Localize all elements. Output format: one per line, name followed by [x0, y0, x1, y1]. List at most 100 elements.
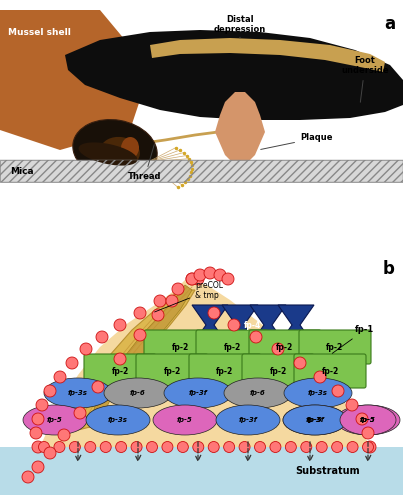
Text: fp-2: fp-2	[111, 366, 129, 376]
Circle shape	[250, 331, 262, 343]
Text: fp-3f: fp-3f	[305, 417, 324, 423]
Text: a: a	[384, 15, 395, 33]
FancyBboxPatch shape	[196, 330, 268, 364]
Polygon shape	[40, 280, 370, 447]
Polygon shape	[222, 305, 258, 345]
Circle shape	[177, 442, 188, 452]
FancyBboxPatch shape	[294, 354, 366, 388]
Circle shape	[92, 381, 104, 393]
Circle shape	[192, 273, 204, 285]
Text: Plaque: Plaque	[261, 134, 332, 150]
Text: fp-5: fp-5	[360, 417, 376, 423]
FancyBboxPatch shape	[144, 330, 216, 364]
Circle shape	[364, 441, 376, 453]
Circle shape	[66, 357, 78, 369]
Circle shape	[32, 461, 44, 473]
Circle shape	[193, 442, 204, 452]
Circle shape	[194, 269, 206, 281]
Ellipse shape	[283, 405, 347, 435]
FancyBboxPatch shape	[84, 354, 156, 388]
Polygon shape	[250, 305, 286, 345]
Text: Mica: Mica	[10, 166, 33, 175]
Text: fp-2: fp-2	[216, 366, 234, 376]
Circle shape	[294, 357, 306, 369]
Ellipse shape	[283, 405, 347, 435]
Ellipse shape	[284, 378, 352, 408]
Circle shape	[204, 267, 216, 279]
Ellipse shape	[153, 405, 217, 435]
Ellipse shape	[44, 378, 112, 408]
Text: fp-3s: fp-3s	[68, 390, 88, 396]
Text: preCOL
& tmp: preCOL & tmp	[155, 280, 223, 312]
Circle shape	[54, 371, 66, 383]
Circle shape	[114, 353, 126, 365]
Circle shape	[347, 442, 358, 452]
Circle shape	[332, 385, 344, 397]
Text: fp-5: fp-5	[360, 417, 376, 423]
Circle shape	[356, 413, 368, 425]
Ellipse shape	[100, 137, 140, 167]
Circle shape	[152, 309, 164, 321]
Circle shape	[116, 442, 127, 452]
Circle shape	[39, 442, 50, 452]
FancyBboxPatch shape	[242, 354, 314, 388]
Circle shape	[208, 307, 220, 319]
Text: fp-2: fp-2	[321, 366, 339, 376]
Circle shape	[85, 442, 96, 452]
Circle shape	[32, 441, 44, 453]
Bar	[0, 447, 403, 495]
Circle shape	[44, 385, 56, 397]
Circle shape	[316, 442, 327, 452]
Circle shape	[22, 471, 34, 483]
Polygon shape	[78, 290, 195, 430]
Circle shape	[100, 442, 111, 452]
Polygon shape	[92, 285, 192, 417]
Ellipse shape	[164, 378, 232, 408]
Circle shape	[228, 319, 240, 331]
Circle shape	[301, 442, 312, 452]
Ellipse shape	[340, 405, 396, 435]
Circle shape	[224, 442, 235, 452]
Text: fp-6: fp-6	[130, 390, 146, 396]
Text: fp-2: fp-2	[223, 342, 241, 351]
Circle shape	[131, 442, 142, 452]
Circle shape	[272, 343, 284, 355]
Circle shape	[214, 269, 226, 281]
Text: Mussel shell: Mussel shell	[8, 28, 71, 37]
Circle shape	[239, 442, 250, 452]
Text: fp-3s: fp-3s	[308, 390, 328, 396]
Circle shape	[134, 307, 146, 319]
Ellipse shape	[73, 120, 157, 180]
Text: fp-1: fp-1	[332, 326, 374, 353]
Polygon shape	[278, 305, 314, 345]
Circle shape	[208, 442, 219, 452]
Ellipse shape	[216, 405, 280, 435]
Polygon shape	[192, 305, 228, 345]
Text: Substratum: Substratum	[295, 466, 359, 476]
Polygon shape	[65, 30, 403, 120]
Text: fp-2: fp-2	[163, 366, 181, 376]
Circle shape	[222, 273, 234, 285]
Text: fp-2: fp-2	[276, 342, 294, 351]
Circle shape	[30, 427, 42, 439]
FancyBboxPatch shape	[299, 330, 371, 364]
Text: fp-3s: fp-3s	[108, 417, 128, 423]
Ellipse shape	[224, 378, 292, 408]
Text: Foot
underside: Foot underside	[341, 56, 389, 102]
Circle shape	[332, 442, 343, 452]
Circle shape	[58, 429, 70, 441]
Circle shape	[270, 442, 281, 452]
Circle shape	[162, 442, 173, 452]
Circle shape	[36, 399, 48, 411]
Text: fp-5: fp-5	[177, 417, 193, 423]
Circle shape	[114, 319, 126, 331]
Circle shape	[255, 442, 266, 452]
FancyBboxPatch shape	[189, 354, 261, 388]
Ellipse shape	[104, 378, 172, 408]
Circle shape	[134, 329, 146, 341]
Ellipse shape	[79, 142, 137, 166]
Text: fp-6: fp-6	[250, 390, 266, 396]
FancyBboxPatch shape	[249, 330, 321, 364]
Ellipse shape	[23, 405, 87, 435]
Circle shape	[74, 407, 86, 419]
